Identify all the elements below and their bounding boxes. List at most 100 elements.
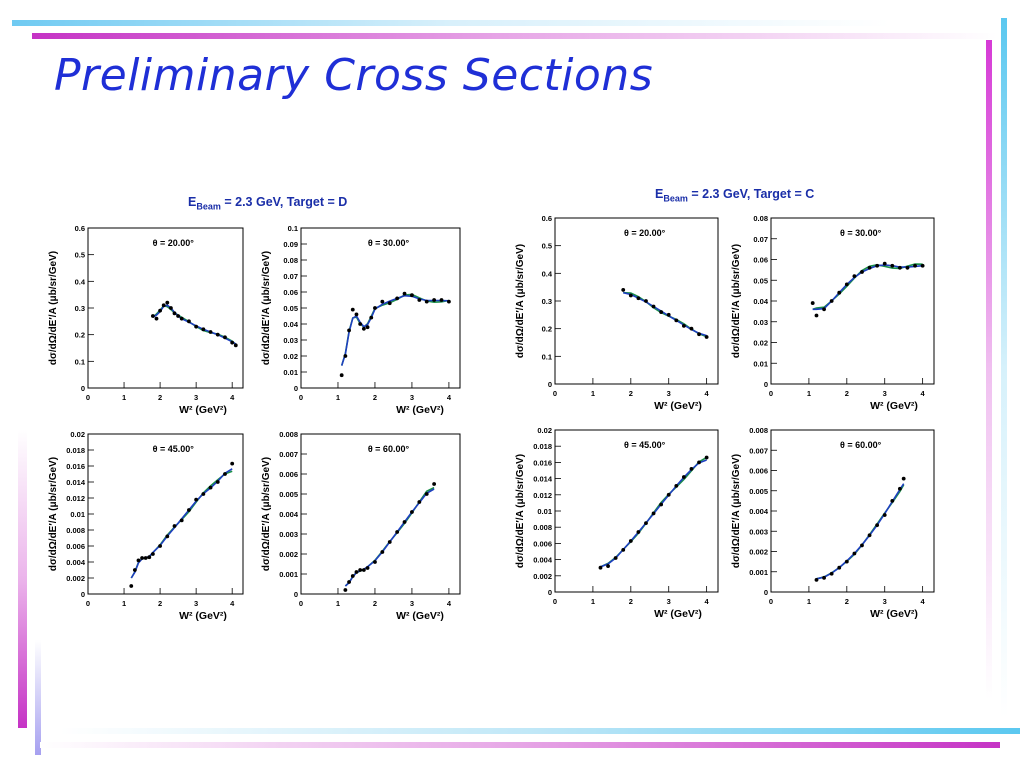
x-tick-label: 3: [883, 597, 887, 606]
data-point: [402, 520, 407, 524]
y-tick-label: 0.03: [753, 318, 768, 327]
chart-panel-c-45: 0 0.002 0.004 0.006 0.008 0.01 0.012 0.014 0.016…: [515, 426, 719, 620]
data-point: [882, 513, 887, 517]
y-axis-label: dσ/dΩ/dE′/A (μb/sr/GeV): [731, 454, 742, 568]
data-point: [201, 327, 206, 332]
data-point: [829, 299, 834, 303]
data-point: [417, 298, 422, 302]
plot-frame: [87, 227, 244, 389]
y-tick-label: 0.06: [283, 288, 298, 297]
data-point: [165, 534, 170, 539]
data-point: [636, 296, 641, 301]
y-tick-label: 0.4: [542, 269, 553, 278]
data-point: [852, 551, 857, 556]
data-point: [215, 332, 220, 337]
data-point: [410, 293, 414, 298]
data-point: [890, 498, 895, 503]
y-tick-label: 0.018: [533, 442, 552, 451]
data-point: [666, 312, 671, 317]
data-point: [402, 291, 407, 296]
data-point: [644, 521, 648, 526]
data-point: [432, 298, 437, 302]
y-axis-label: dσ/dΩ/dE′/A (μb/sr/GeV): [261, 457, 272, 571]
data-point: [644, 299, 648, 303]
group-title-rest: = 2.3 GeV, Target = D: [224, 195, 348, 209]
y-tick-label: 0.008: [279, 430, 298, 439]
y-tick-label: 0.01: [537, 507, 552, 516]
y-tick-label: 0.007: [279, 450, 298, 459]
data-point: [681, 475, 686, 479]
data-point: [230, 340, 235, 345]
data-point: [208, 485, 213, 490]
data-point: [354, 570, 359, 574]
x-tick-label: 3: [410, 599, 414, 608]
data-point: [161, 303, 166, 308]
x-tick-label: 2: [629, 597, 633, 606]
x-tick-label: 0: [299, 393, 303, 402]
y-tick-label: 0.016: [533, 458, 552, 467]
x-tick-label: 0: [86, 599, 90, 608]
angle-label: θ = 45.00°: [153, 444, 195, 454]
x-tick-label: 4: [447, 599, 452, 608]
y-tick-label: 0.008: [533, 523, 552, 532]
data-point: [890, 263, 895, 268]
y-tick-label: 0.012: [533, 491, 552, 500]
y-tick-label: 0.07: [283, 272, 298, 281]
data-point: [875, 523, 880, 528]
data-point: [844, 282, 849, 287]
x-tick-label: 0: [769, 597, 773, 606]
chart-panel-d-60: 0 0.001 0.002 0.003 0.004 0.005 0.006 0.007 0.00…: [261, 430, 461, 622]
y-tick-label: 0.002: [749, 548, 768, 557]
data-point: [651, 304, 656, 309]
y-tick-label: 0.01: [283, 368, 298, 377]
data-point: [424, 299, 429, 304]
y-tick-label: 0.014: [533, 475, 553, 484]
data-point: [897, 265, 902, 270]
group-title-sub: Beam: [663, 193, 688, 204]
y-tick-label: 0.004: [279, 510, 299, 519]
x-tick-label: 1: [122, 599, 126, 608]
y-tick-label: 0.016: [66, 462, 85, 471]
y-tick-label: 0.07: [753, 235, 768, 244]
x-tick-label: 4: [705, 597, 710, 606]
x-tick-label: 3: [667, 389, 671, 398]
chart-panel-d-45: 0 0.002 0.004 0.006 0.008 0.01 0.012 0.014 0.016…: [48, 430, 244, 622]
y-tick-label: 0.08: [753, 214, 768, 223]
data-point: [867, 265, 872, 270]
data-point: [822, 307, 826, 312]
data-point: [343, 354, 348, 358]
data-point: [920, 263, 925, 268]
y-tick-label: 0.007: [749, 446, 768, 455]
y-tick-label: 0: [764, 588, 768, 597]
y-tick-label: 0.5: [542, 242, 552, 251]
y-axis-label: dσ/dΩ/dE′/A (μb/sr/GeV): [515, 454, 526, 568]
y-tick-label: 0.2: [75, 331, 85, 340]
data-point: [172, 524, 177, 528]
data-point: [913, 263, 917, 268]
x-tick-label: 4: [705, 389, 710, 398]
data-point: [147, 555, 152, 560]
x-tick-label: 0: [553, 389, 557, 398]
data-point: [659, 310, 664, 314]
data-point: [689, 326, 694, 331]
y-tick-label: 0.001: [749, 568, 768, 577]
chart-panel-c-30: 0 0.01 0.02 0.03 0.04 0.05 0.06 0.07 0.08 0 1 2 3 4 θ …: [731, 214, 935, 412]
data-point: [380, 299, 385, 304]
x-tick-label: 2: [158, 393, 162, 402]
data-point: [439, 298, 444, 302]
x-axis-label: W² (GeV²): [396, 404, 444, 416]
x-tick-label: 3: [883, 389, 887, 398]
group-title-sub: Beam: [196, 201, 221, 212]
data-point: [194, 324, 199, 329]
x-tick-label: 2: [373, 393, 377, 402]
x-tick-label: 2: [629, 389, 633, 398]
y-axis-label: dσ/dΩ/dE′/A (μb/sr/GeV): [48, 457, 59, 571]
data-point: [432, 482, 437, 486]
x-axis-label: W² (GeV²): [179, 404, 227, 416]
data-point: [176, 314, 181, 318]
data-point: [822, 575, 826, 580]
data-point: [233, 343, 238, 348]
data-point: [875, 263, 880, 268]
y-axis-label: dσ/dΩ/dE′/A (μb/sr/GeV): [48, 251, 59, 365]
x-tick-label: 3: [194, 393, 198, 402]
